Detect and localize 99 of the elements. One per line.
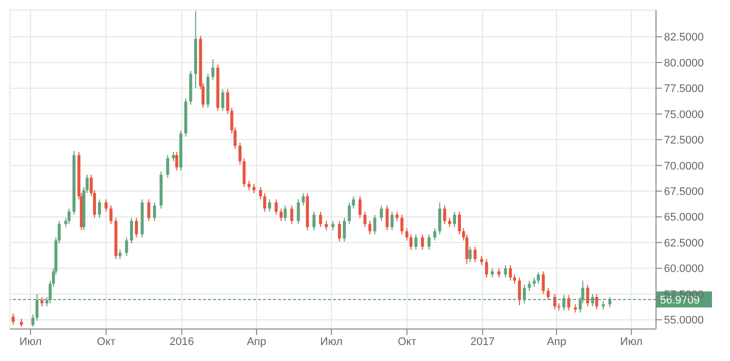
y-tick-label: 65.0000 bbox=[664, 212, 704, 224]
candlestick bbox=[12, 313, 15, 326]
y-tick-label: 80.0000 bbox=[664, 57, 704, 70]
candlestick bbox=[242, 158, 246, 188]
candlestick bbox=[175, 152, 178, 172]
candlestick bbox=[352, 196, 355, 210]
candlestick bbox=[453, 211, 456, 228]
candlestick bbox=[221, 88, 224, 112]
y-tick-label: 62.5000 bbox=[664, 237, 704, 250]
x-tick-label: Апр bbox=[546, 336, 566, 348]
candlestick bbox=[166, 154, 170, 178]
candlestick bbox=[134, 217, 138, 238]
candlestick bbox=[274, 198, 278, 216]
candlestick bbox=[595, 294, 598, 310]
candlestick bbox=[513, 274, 516, 284]
candlestick bbox=[553, 294, 556, 310]
candlestick bbox=[400, 214, 404, 235]
candlestick bbox=[405, 228, 408, 242]
candlestick bbox=[373, 214, 376, 235]
candlestick bbox=[147, 198, 150, 222]
candlestick bbox=[130, 217, 134, 244]
candlestick bbox=[480, 255, 484, 266]
candlestick bbox=[438, 202, 442, 235]
candlestick bbox=[211, 58, 214, 80]
candlestick bbox=[312, 211, 316, 231]
candlestick bbox=[172, 152, 175, 162]
candlestick bbox=[443, 205, 446, 225]
y-tick-label: 55.0000 bbox=[664, 314, 704, 327]
candlestick bbox=[368, 220, 372, 235]
candlestick bbox=[542, 270, 545, 295]
candlestick bbox=[31, 314, 34, 328]
candlestick bbox=[380, 205, 383, 222]
candlestick bbox=[284, 205, 287, 222]
candlestick bbox=[567, 294, 570, 311]
candlestick bbox=[290, 205, 294, 225]
candlestick bbox=[508, 264, 512, 282]
candlestick bbox=[238, 142, 242, 165]
y-tick-label: 60.0000 bbox=[664, 263, 704, 276]
candlestick bbox=[433, 228, 436, 242]
candlestick bbox=[474, 246, 477, 263]
candlestick bbox=[395, 211, 398, 222]
candlestick bbox=[296, 198, 300, 225]
x-tick-label: Окт bbox=[96, 336, 116, 348]
x-tick-label: Апр bbox=[246, 336, 266, 348]
candlestick bbox=[68, 208, 71, 225]
x-tick-label: Июл bbox=[320, 336, 343, 348]
candlestick bbox=[104, 198, 108, 212]
candlestick bbox=[518, 277, 521, 306]
candlestick bbox=[448, 217, 452, 228]
candlestick bbox=[252, 183, 256, 194]
candlestick bbox=[280, 208, 283, 222]
candlestick bbox=[338, 220, 341, 242]
candlestick bbox=[348, 202, 351, 225]
candlestick bbox=[363, 211, 366, 228]
y-tick-label: 77.5000 bbox=[664, 83, 704, 96]
x-tick-label: Июл bbox=[620, 336, 643, 348]
candlestick bbox=[409, 234, 412, 250]
candlestick bbox=[528, 280, 531, 292]
y-tick-label: 75.0000 bbox=[664, 108, 704, 121]
candlestick bbox=[263, 192, 266, 212]
candlestick bbox=[358, 196, 362, 218]
candlestick bbox=[125, 236, 128, 256]
candlestick bbox=[268, 198, 272, 212]
candlestick bbox=[420, 234, 424, 250]
candlestick bbox=[40, 296, 44, 307]
candlestick bbox=[109, 205, 112, 225]
candlestick bbox=[536, 272, 540, 284]
candlestick bbox=[331, 220, 334, 231]
candlestick bbox=[532, 277, 536, 288]
y-tick-label: 72.5000 bbox=[664, 134, 704, 147]
candlestick bbox=[504, 264, 507, 278]
candlestick bbox=[497, 268, 500, 278]
candlestick bbox=[386, 205, 389, 231]
x-tick-label: 2017 bbox=[470, 336, 495, 348]
candlestick bbox=[490, 268, 494, 278]
x-tick-label: Июл bbox=[19, 336, 42, 348]
candlestick bbox=[414, 234, 418, 250]
y-tick-label: 67.5000 bbox=[664, 186, 704, 198]
candlestick bbox=[546, 287, 550, 301]
candlestick bbox=[324, 220, 328, 231]
candlestick bbox=[428, 234, 431, 250]
candlestick bbox=[259, 186, 262, 200]
y-tick-label: 82.5000 bbox=[664, 32, 704, 44]
candlestick bbox=[302, 192, 305, 206]
candlestick bbox=[586, 284, 590, 307]
candlestick bbox=[226, 88, 230, 114]
candlestick bbox=[342, 217, 346, 242]
candlestick bbox=[118, 249, 122, 260]
y-tick-label: 70.0000 bbox=[664, 160, 704, 172]
candlestick bbox=[485, 258, 488, 278]
candlestick bbox=[153, 202, 156, 222]
candlestick bbox=[98, 198, 101, 218]
candlestick bbox=[458, 211, 461, 235]
x-tick-label: Окт bbox=[398, 336, 416, 348]
candlestick bbox=[390, 211, 394, 231]
x-tick-label: 2016 bbox=[170, 336, 194, 348]
candlestick bbox=[319, 211, 322, 228]
candlestick bbox=[248, 180, 251, 191]
candlestick bbox=[468, 246, 472, 263]
